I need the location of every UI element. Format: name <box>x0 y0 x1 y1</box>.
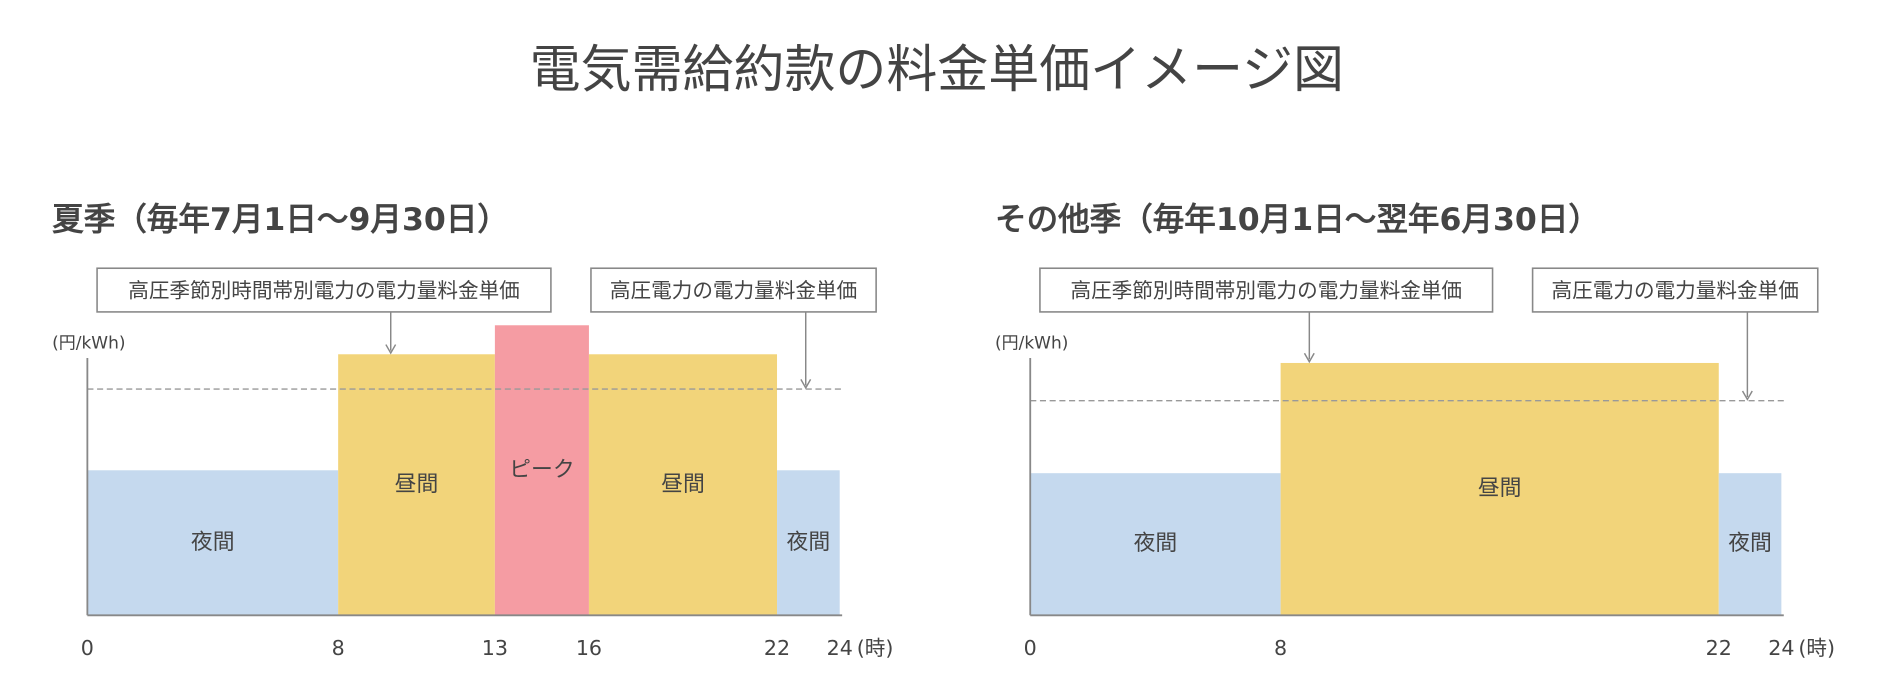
x-tick-label: 24 <box>827 636 853 660</box>
callout-box <box>1039 267 1494 313</box>
segment-label: 夜間 <box>191 530 235 555</box>
bar <box>588 354 778 616</box>
y-axis-label: (円/kWh) <box>52 333 125 353</box>
callout-box <box>96 267 552 313</box>
callout-arrowhead <box>385 344 397 355</box>
callout-arrowhead <box>800 378 812 390</box>
x-axis-label: (時) <box>857 636 894 660</box>
bar <box>1718 473 1782 616</box>
x-tick-label: 22 <box>1706 636 1732 660</box>
y-axis-label: (円/kWh) <box>995 333 1068 353</box>
bar <box>494 325 589 616</box>
segment-label: 昼間 <box>395 472 439 497</box>
callout-text: 高圧季節別時間帯別電力の電力量料金単価 <box>1070 278 1462 302</box>
x-tick-label: 0 <box>1024 636 1037 660</box>
bar <box>87 470 339 616</box>
chart-title: 夏季（毎年7月1日〜9月30日） <box>52 202 509 238</box>
page-title: 電気需給約款の料金単価イメージ図 <box>530 41 1344 100</box>
x-tick-label: 8 <box>332 636 345 660</box>
callout-text: 高圧電力の電力量料金単価 <box>1552 278 1799 302</box>
chart-title: その他季（毎年10月1日〜翌年6月30日） <box>995 202 1600 238</box>
x-axis-label: (時) <box>1798 636 1835 660</box>
x-tick-label: 16 <box>576 636 602 660</box>
callout-box <box>590 267 877 313</box>
bar <box>1030 473 1281 616</box>
x-tick-label: 24 <box>1768 636 1794 660</box>
segment-label: 夜間 <box>1728 531 1772 556</box>
segment-label: 昼間 <box>1478 476 1522 501</box>
x-tick-label: 13 <box>482 636 508 660</box>
segment-label: ピーク <box>509 457 575 482</box>
callout-arrowhead <box>1303 352 1315 364</box>
callout-arrowhead <box>1741 390 1753 401</box>
callout-text: 高圧季節別時間帯別電力の電力量料金単価 <box>128 278 520 302</box>
segment-label: 夜間 <box>787 530 831 555</box>
callout-text: 高圧電力の電力量料金単価 <box>610 278 857 302</box>
x-tick-label: 8 <box>1274 636 1287 660</box>
bar <box>338 354 495 616</box>
segment-label: 昼間 <box>661 472 705 497</box>
bar <box>777 470 840 616</box>
x-tick-label: 0 <box>81 636 94 660</box>
bar <box>1280 362 1719 616</box>
callout-box <box>1531 267 1819 313</box>
segment-label: 夜間 <box>1134 531 1178 556</box>
x-tick-label: 22 <box>764 636 790 660</box>
